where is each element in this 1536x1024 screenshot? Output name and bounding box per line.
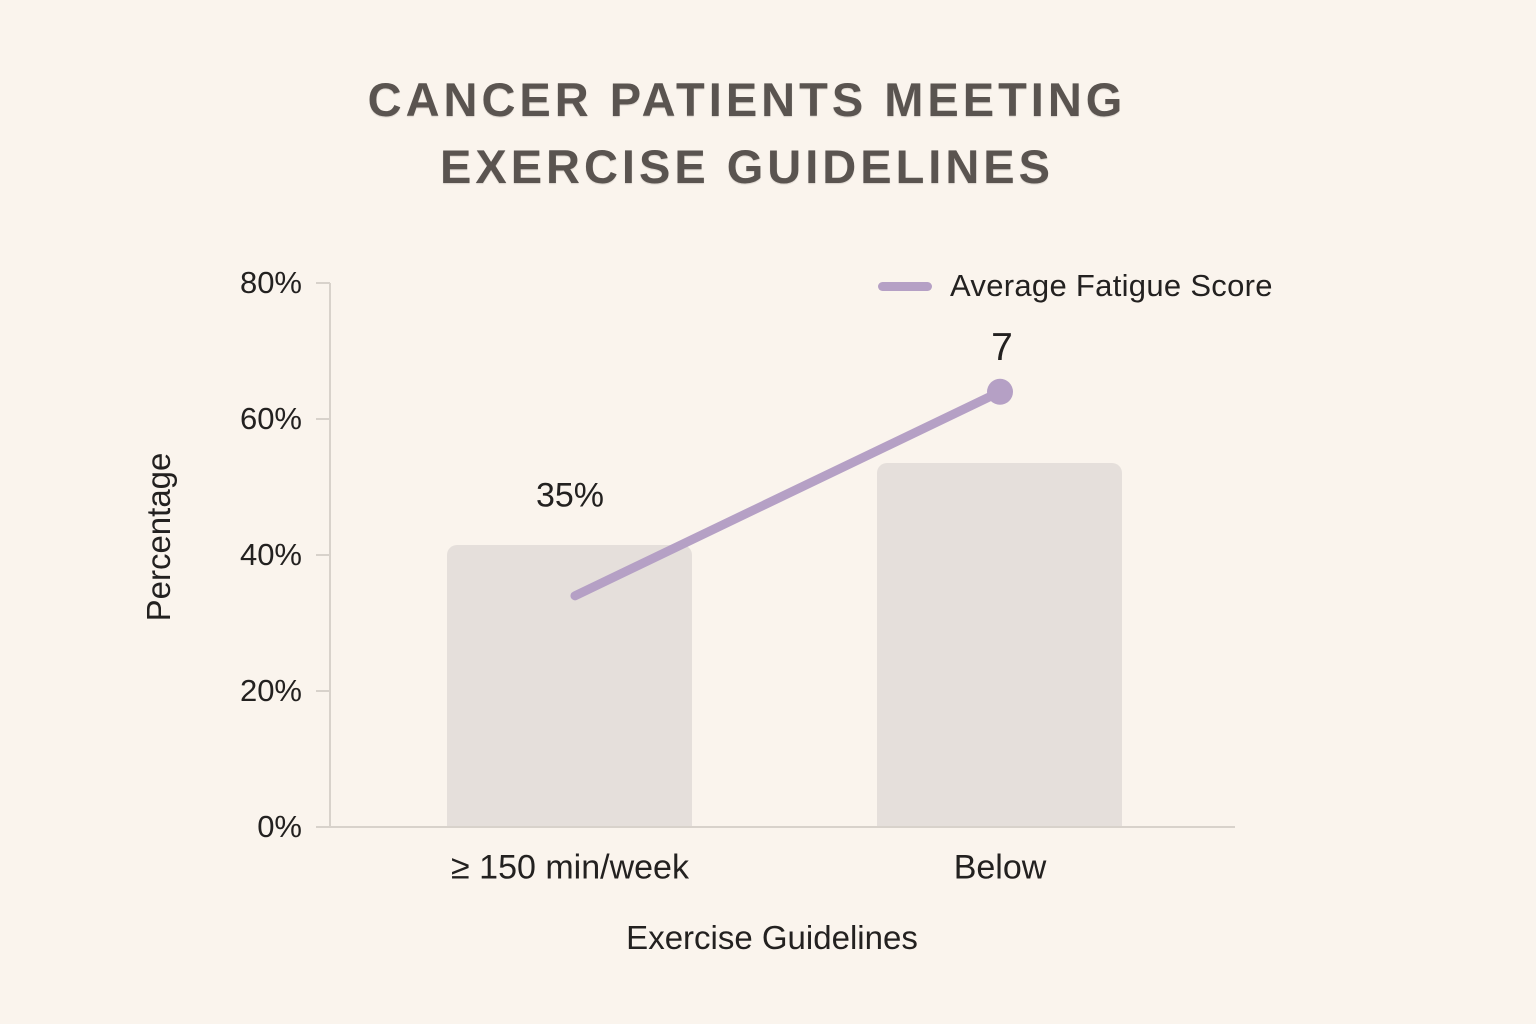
y-axis-title: Percentage (140, 452, 177, 622)
y-tick (316, 554, 330, 556)
legend-label: Average Fatigue Score (950, 268, 1273, 303)
bar-below (877, 463, 1122, 826)
bar-data-label: 35% (535, 476, 605, 515)
legend-line-swatch-icon (878, 281, 932, 291)
fatigue-point (987, 378, 1013, 405)
y-tick-label: 60% (239, 401, 302, 436)
legend: Average Fatigue Score (878, 268, 1273, 304)
y-tick-label: 20% (239, 673, 302, 708)
fatigue-point-label: 7 (991, 325, 1013, 369)
y-axis-line (329, 283, 331, 828)
bar-150min (447, 544, 692, 826)
y-tick (316, 418, 330, 420)
chart-title: CANCER PATIENTS MEETING EXERCISE GUIDELI… (197, 66, 1297, 200)
category-label-below: Below (953, 848, 1047, 887)
y-tick-label: 80% (239, 265, 302, 300)
x-axis-title: Exercise Guidelines (626, 919, 918, 956)
y-tick (316, 282, 330, 284)
y-tick-label: 40% (239, 537, 302, 572)
chart-title-line1: CANCER PATIENTS MEETING (367, 73, 1127, 126)
chart-title-line2: EXERCISE GUIDELINES (440, 140, 1054, 193)
category-label-150min: ≥ 150 min/week (451, 848, 689, 887)
y-tick (316, 690, 330, 692)
y-tick-label: 0% (257, 809, 302, 844)
x-axis-line (316, 826, 1235, 828)
